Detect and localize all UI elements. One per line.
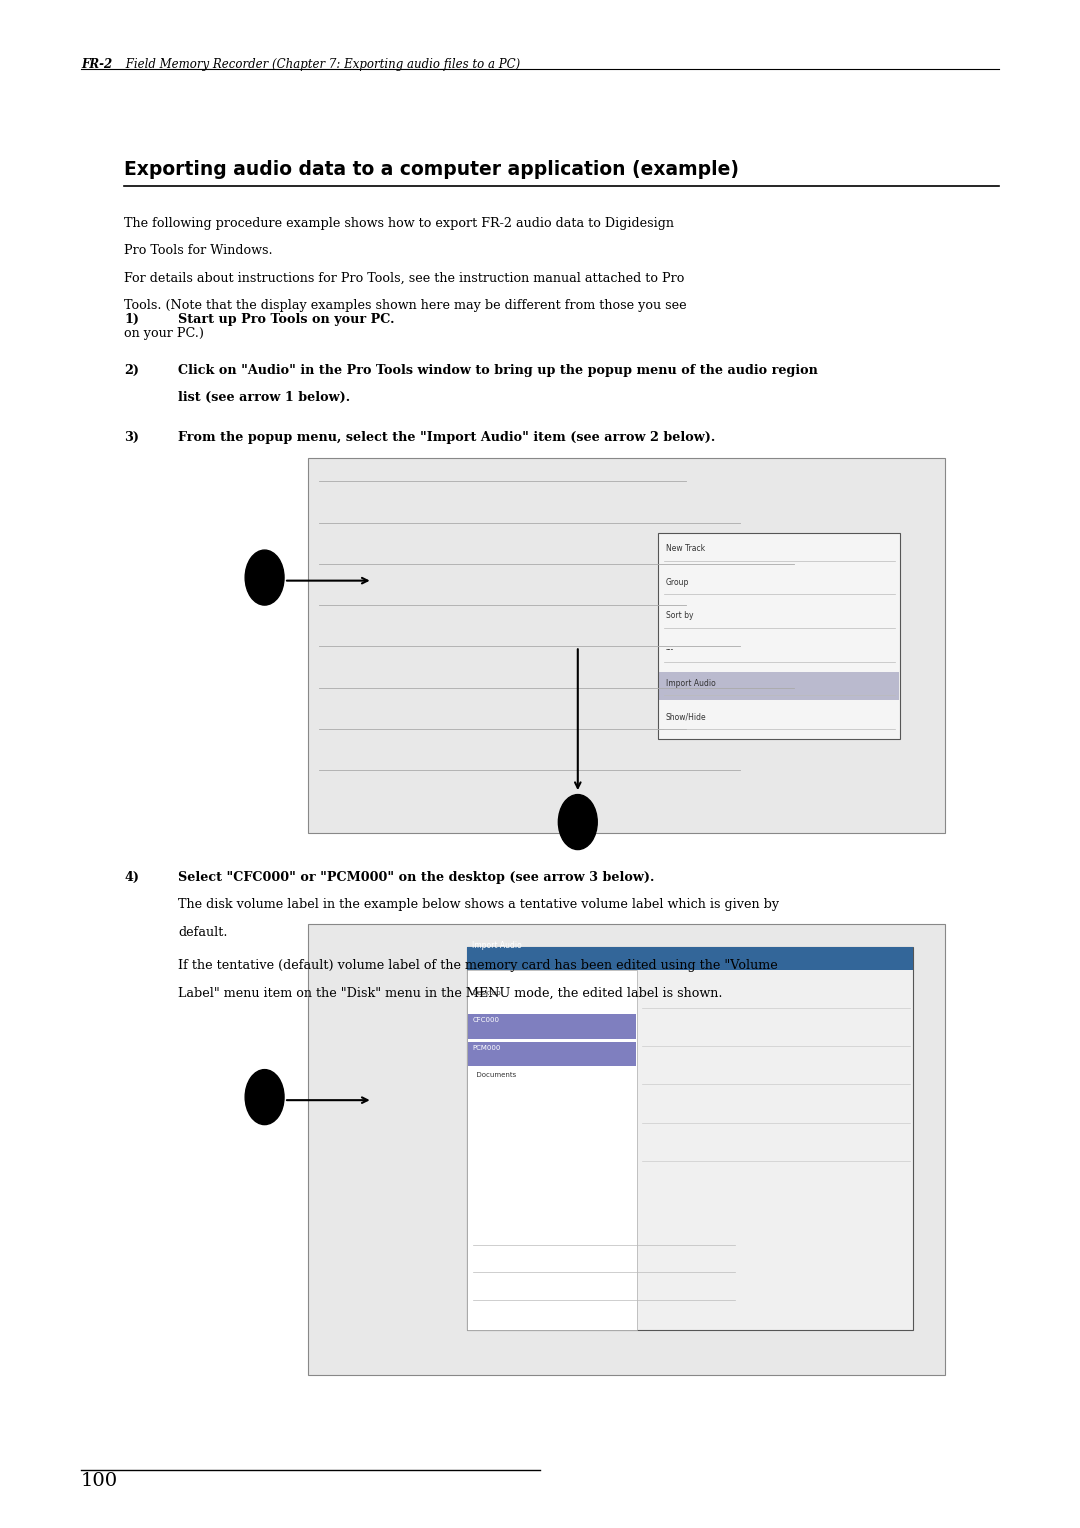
Text: CFC000: CFC000 <box>473 1018 499 1024</box>
Text: 2): 2) <box>124 364 139 377</box>
Text: The disk volume label in the example below shows a tentative volume label which : The disk volume label in the example bel… <box>178 898 780 912</box>
Text: Field Memory Recorder (Chapter 7: Exporting audio files to a PC): Field Memory Recorder (Chapter 7: Export… <box>122 58 521 72</box>
Text: Group: Group <box>665 578 689 587</box>
Text: Import Audio: Import Audio <box>665 678 716 688</box>
Bar <box>469 1042 635 1067</box>
Text: Click on "Audio" in the Pro Tools window to bring up the popup menu of the audio: Click on "Audio" in the Pro Tools window… <box>178 364 818 377</box>
Bar <box>308 924 945 1375</box>
Text: Label" menu item on the "Disk" menu in the MENU mode, the edited label is shown.: Label" menu item on the "Disk" menu in t… <box>178 987 723 999</box>
Text: 3: 3 <box>260 1089 269 1105</box>
Text: If the tentative (default) volume label of the memory card has been edited using: If the tentative (default) volume label … <box>178 960 778 972</box>
Bar <box>468 947 913 1329</box>
Text: Sort by: Sort by <box>665 611 693 620</box>
Text: 3): 3) <box>124 431 139 445</box>
Text: Desktop: Desktop <box>473 990 501 996</box>
Text: Exporting audio data to a computer application (example): Exporting audio data to a computer appli… <box>124 160 739 179</box>
Bar <box>469 1015 635 1039</box>
Text: Documents: Documents <box>473 1073 516 1079</box>
Text: Tools. (Note that the display examples shown here may be different from those yo: Tools. (Note that the display examples s… <box>124 299 687 313</box>
Text: For details about instructions for Pro Tools, see the instruction manual attache: For details about instructions for Pro T… <box>124 272 685 286</box>
Text: FR-2: FR-2 <box>81 58 112 72</box>
Text: Pro Tools for Windows.: Pro Tools for Windows. <box>124 244 273 258</box>
Text: 100: 100 <box>81 1471 118 1490</box>
Bar <box>659 672 900 700</box>
Text: PCM000: PCM000 <box>473 1045 501 1051</box>
Bar <box>468 947 913 970</box>
Text: Start up Pro Tools on your PC.: Start up Pro Tools on your PC. <box>178 313 394 327</box>
Text: The following procedure example shows how to export FR-2 audio data to Digidesig: The following procedure example shows ho… <box>124 217 674 231</box>
Circle shape <box>245 550 284 605</box>
Text: default.: default. <box>178 926 228 940</box>
Text: 4): 4) <box>124 871 139 885</box>
Text: 1): 1) <box>124 313 139 327</box>
Text: ---: --- <box>665 645 674 654</box>
Text: Import Audio: Import Audio <box>473 941 523 950</box>
Text: New Track: New Track <box>665 544 705 553</box>
Bar <box>468 970 636 1329</box>
Text: on your PC.): on your PC.) <box>124 327 204 341</box>
Text: 2: 2 <box>572 814 583 830</box>
Text: list (see arrow 1 below).: list (see arrow 1 below). <box>178 391 350 405</box>
Bar <box>308 458 945 833</box>
Text: Show/Hide: Show/Hide <box>665 712 706 721</box>
Text: Select "CFC000" or "PCM000" on the desktop (see arrow 3 below).: Select "CFC000" or "PCM000" on the deskt… <box>178 871 654 885</box>
Text: 1: 1 <box>259 570 270 585</box>
Circle shape <box>558 795 597 850</box>
Circle shape <box>245 1070 284 1125</box>
Text: From the popup menu, select the "Import Audio" item (see arrow 2 below).: From the popup menu, select the "Import … <box>178 431 715 445</box>
Bar <box>658 533 901 740</box>
